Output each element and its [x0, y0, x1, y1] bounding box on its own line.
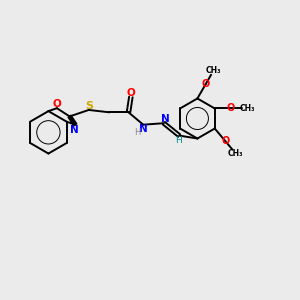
Text: H: H [175, 136, 181, 145]
Text: O: O [201, 80, 210, 89]
Text: CH₃: CH₃ [228, 149, 244, 158]
Text: O: O [221, 136, 229, 146]
Text: O: O [227, 103, 235, 113]
Text: CH₃: CH₃ [206, 66, 221, 75]
Text: H: H [134, 128, 140, 137]
Text: O: O [52, 99, 61, 109]
Text: O: O [127, 88, 135, 98]
Text: N: N [70, 125, 79, 135]
Text: S: S [85, 100, 93, 110]
Text: N: N [161, 114, 170, 124]
Text: N: N [139, 124, 148, 134]
Text: CH₃: CH₃ [240, 104, 255, 113]
